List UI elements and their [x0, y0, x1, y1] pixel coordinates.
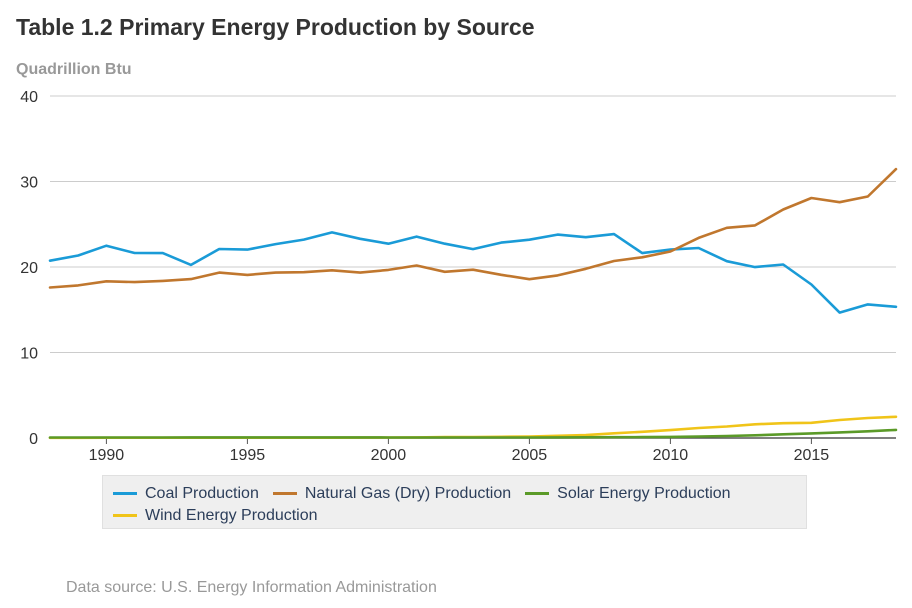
- legend-item: Wind Energy Production: [113, 505, 318, 526]
- x-tick-label: 2000: [371, 447, 407, 464]
- x-tick-label: 1990: [89, 447, 125, 464]
- x-tick-label: 2015: [794, 447, 830, 464]
- y-tick-label: 30: [20, 175, 38, 192]
- legend-label: Wind Energy Production: [145, 506, 318, 524]
- legend-swatch: [113, 514, 137, 517]
- legend-label: Natural Gas (Dry) Production: [304, 484, 512, 502]
- legend-item: Solar Energy Production: [525, 483, 731, 504]
- legend: Coal Production Natural Gas (Dry) Product…: [102, 475, 807, 529]
- legend-swatch: [113, 492, 137, 495]
- series-line-solar-energy-production: [48, 428, 898, 439]
- line-chart: 0 10 20 30 40 1990 1995 2000 2005 2010 2015: [20, 89, 898, 464]
- series-line-coal-production: [48, 231, 898, 314]
- legend-item: Coal Production: [113, 483, 259, 504]
- legend-label: Coal Production: [145, 484, 259, 502]
- y-axis-unit-label: Quadrillion Btu: [16, 61, 132, 78]
- legend-swatch: [525, 492, 550, 495]
- legend-swatch: [272, 492, 297, 495]
- data-source-note: Data source: U.S. Energy Information Adm…: [66, 579, 437, 596]
- y-tick-label: 20: [20, 260, 38, 277]
- series-line-natural-gas-dry-production: [48, 167, 898, 289]
- x-tick-label: 2010: [653, 447, 689, 464]
- x-tick-label: 1995: [230, 447, 266, 464]
- y-tick-label: 0: [29, 431, 38, 448]
- legend-label: Solar Energy Production: [557, 484, 731, 502]
- x-tick-label: 2005: [512, 447, 548, 464]
- series-lines: [48, 167, 898, 440]
- chart-title: Table 1.2 Primary Energy Production by S…: [16, 14, 535, 40]
- legend-item: Natural Gas (Dry) Production: [272, 483, 512, 504]
- x-tick-labels: 1990 1995 2000 2005 2010 2015: [89, 438, 830, 464]
- y-tick-label: 10: [20, 346, 38, 363]
- y-tick-labels: 0 10 20 30 40: [20, 89, 38, 448]
- y-tick-label: 40: [20, 89, 38, 106]
